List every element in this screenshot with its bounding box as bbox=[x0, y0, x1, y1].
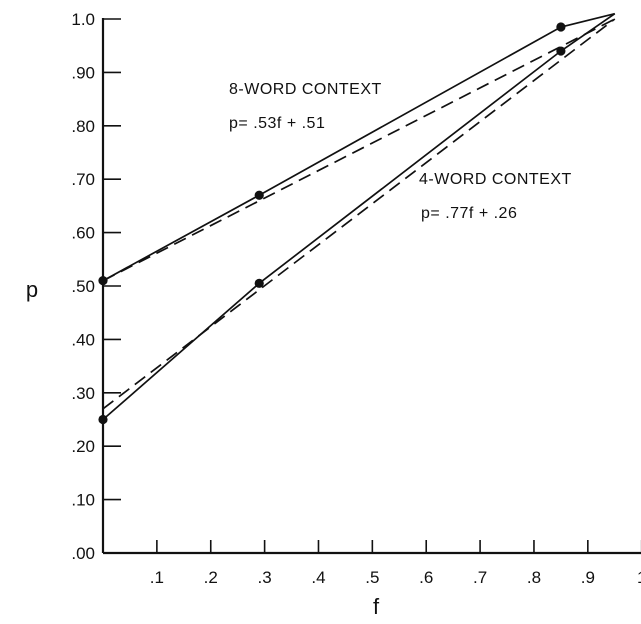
dashed-fit-line-2 bbox=[102, 18, 616, 282]
y-tick-label: .00 bbox=[71, 544, 95, 563]
x-ticks: .1 .2 .3 .4 .5 .6 .7 .8 .9 1 bbox=[150, 540, 641, 587]
data-point bbox=[98, 276, 108, 286]
series-equation-4-word: p= .77f + .26 bbox=[421, 205, 517, 222]
y-tick-label: .80 bbox=[71, 117, 95, 136]
marker-layer bbox=[98, 22, 566, 425]
x-axis-label: f bbox=[373, 594, 380, 619]
y-ticks: .00 .10 .20 .30 .40 .50 .60 .70 .80 .90 1.0 bbox=[71, 10, 121, 563]
y-tick-label: .20 bbox=[71, 437, 95, 456]
y-tick-label: 1.0 bbox=[71, 10, 95, 29]
x-tick-label: .6 bbox=[419, 568, 433, 587]
x-tick-label: .9 bbox=[581, 568, 595, 587]
x-tick-label: .2 bbox=[204, 568, 218, 587]
x-tick-label: .5 bbox=[365, 568, 379, 587]
y-tick-label: .60 bbox=[71, 224, 95, 243]
dashed-fit-line-3 bbox=[102, 18, 616, 410]
solid-series-line-0 bbox=[102, 12, 616, 282]
y-tick-label: .50 bbox=[71, 277, 95, 296]
x-tick-label: .7 bbox=[473, 568, 487, 587]
y-tick-label: .40 bbox=[71, 330, 95, 349]
y-tick-label: .10 bbox=[71, 491, 95, 510]
y-tick-label: .90 bbox=[71, 63, 95, 82]
series-label-8-word: 8-WORD CONTEXT bbox=[229, 81, 382, 98]
y-tick-label: .30 bbox=[71, 384, 95, 403]
solid-series-line-1 bbox=[102, 13, 616, 421]
axes bbox=[101, 18, 641, 555]
y-axis-label: p bbox=[26, 277, 38, 302]
series-equation-8-word: p= .53f + .51 bbox=[229, 115, 325, 132]
x-tick-label: .4 bbox=[311, 568, 325, 587]
series-label-4-word: 4-WORD CONTEXT bbox=[419, 171, 572, 188]
data-point bbox=[556, 46, 566, 56]
x-tick-label: .8 bbox=[527, 568, 541, 587]
series-layer bbox=[102, 12, 616, 421]
data-point bbox=[556, 22, 566, 32]
x-tick-label: 1 bbox=[637, 568, 641, 587]
y-tick-label: .70 bbox=[71, 170, 95, 189]
data-point bbox=[98, 414, 108, 425]
data-point bbox=[254, 190, 264, 200]
data-point bbox=[254, 278, 264, 288]
x-tick-label: .3 bbox=[258, 568, 272, 587]
x-tick-label: .1 bbox=[150, 568, 164, 587]
